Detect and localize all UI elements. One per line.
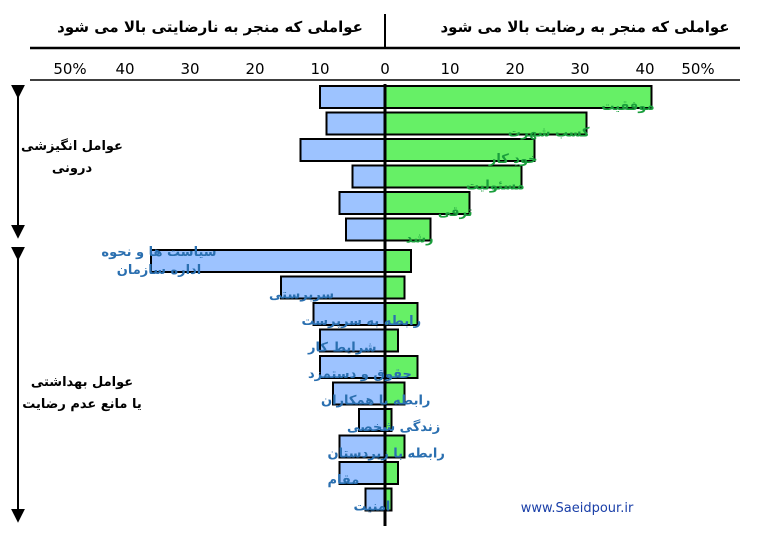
bar-label: مسئولیت	[466, 179, 525, 194]
bar-label: امنیت	[354, 500, 391, 515]
watermark-url: www.Saeidpour.ir	[521, 501, 634, 516]
bar-label: رابطه با همکاران	[321, 394, 430, 409]
motivators-label-line2: درونی	[52, 161, 93, 176]
x-tick-label: 10	[440, 60, 459, 78]
x-tick-label: 40	[635, 60, 654, 78]
bar-labels: موفقیت کسب شهرت خودِ کار مسئولیت ترقی رشد سیاس…	[101, 99, 654, 515]
bar-label: کسب شهرت	[508, 126, 590, 141]
x-tick-label: 20	[505, 60, 524, 78]
header-dissatisfaction: عواملی که منجر به نارضایتی بالا می شود	[57, 18, 363, 36]
x-tick-label: 0	[380, 60, 390, 78]
x-tick-label: 20	[245, 60, 264, 78]
dissatisfaction-bar	[319, 85, 386, 109]
bar-label: رابطه با زیردستان	[328, 447, 445, 462]
dissatisfaction-bar	[299, 138, 386, 162]
bar-label: سرپرستی	[269, 288, 334, 303]
x-tick-label: 10	[310, 60, 329, 78]
bar-label: اداره سازمان	[117, 263, 201, 278]
bar-label: شرایط کار	[307, 341, 377, 356]
bar-label: موفقیت	[601, 99, 654, 114]
bars	[150, 84, 653, 526]
satisfaction-bar	[384, 461, 399, 485]
dissatisfaction-bar	[325, 111, 386, 136]
bar-label: مقام	[328, 473, 360, 488]
header-satisfaction: عواملی که منجر به رضایت بالا می شود	[440, 18, 729, 36]
satisfaction-bar	[384, 249, 412, 273]
bar-label: زندگی شخصی	[347, 419, 440, 435]
bar-label: رابطه به سرپرست	[302, 314, 422, 329]
x-tick-label: 30	[570, 60, 589, 78]
bar-label: سیاست ها و نحوه	[101, 245, 216, 260]
dissatisfaction-bar	[351, 164, 386, 189]
satisfaction-bar	[384, 328, 399, 353]
dissatisfaction-bar	[345, 217, 386, 242]
bar-label: رشد	[406, 232, 434, 247]
bar-label: ترقی	[438, 205, 473, 220]
x-tick-label: 50%	[681, 60, 714, 78]
dissatisfaction-bar	[338, 191, 386, 215]
bar-label: حقوق و دستمزد	[308, 367, 412, 382]
x-tick-label: 50%	[53, 60, 86, 78]
x-tick-label: 30	[180, 60, 199, 78]
motivators-label-line1: عوامل انگیزشی	[21, 138, 123, 154]
hygiene-label-line1: عوامل بهداشتی	[31, 375, 133, 390]
bar-label: خودِ کار	[488, 152, 538, 167]
hygiene-label-line2: یا مانع عدم رضایت	[22, 397, 142, 412]
x-tick-label: 40	[115, 60, 134, 78]
satisfaction-bar	[384, 275, 406, 300]
x-axis-ticks: 50% 40 30 20 10 0 10 20 30 40 50%	[53, 60, 714, 78]
